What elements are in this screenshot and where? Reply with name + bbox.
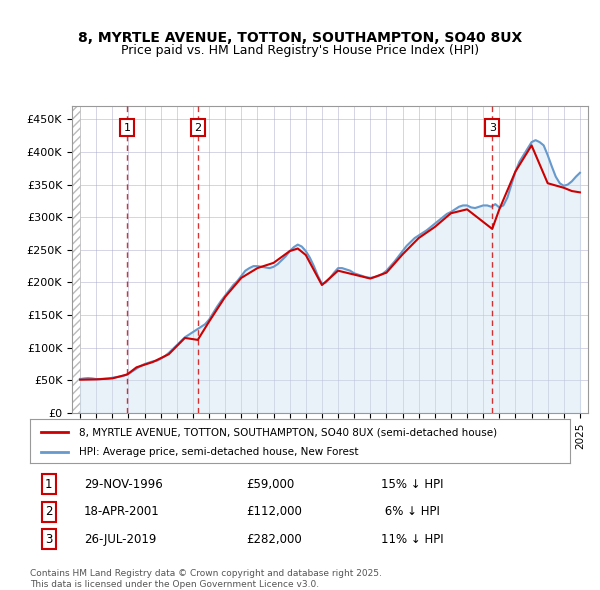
Text: £59,000: £59,000 (246, 478, 294, 491)
Text: 3: 3 (45, 533, 53, 546)
Text: 26-JUL-2019: 26-JUL-2019 (84, 533, 157, 546)
Text: 18-APR-2001: 18-APR-2001 (84, 505, 160, 519)
Text: 2: 2 (194, 123, 202, 133)
Text: HPI: Average price, semi-detached house, New Forest: HPI: Average price, semi-detached house,… (79, 447, 358, 457)
Text: 1: 1 (124, 123, 131, 133)
Text: 8, MYRTLE AVENUE, TOTTON, SOUTHAMPTON, SO40 8UX: 8, MYRTLE AVENUE, TOTTON, SOUTHAMPTON, S… (78, 31, 522, 45)
Text: £112,000: £112,000 (246, 505, 302, 519)
Text: 15% ↓ HPI: 15% ↓ HPI (381, 478, 443, 491)
Text: Price paid vs. HM Land Registry's House Price Index (HPI): Price paid vs. HM Land Registry's House … (121, 44, 479, 57)
Text: 29-NOV-1996: 29-NOV-1996 (84, 478, 163, 491)
Text: 3: 3 (489, 123, 496, 133)
Text: 11% ↓ HPI: 11% ↓ HPI (381, 533, 443, 546)
Text: 2: 2 (45, 505, 53, 519)
Text: 6% ↓ HPI: 6% ↓ HPI (381, 505, 440, 519)
Text: 8, MYRTLE AVENUE, TOTTON, SOUTHAMPTON, SO40 8UX (semi-detached house): 8, MYRTLE AVENUE, TOTTON, SOUTHAMPTON, S… (79, 427, 497, 437)
Text: £282,000: £282,000 (246, 533, 302, 546)
Text: 1: 1 (45, 478, 53, 491)
Text: Contains HM Land Registry data © Crown copyright and database right 2025.
This d: Contains HM Land Registry data © Crown c… (30, 569, 382, 589)
